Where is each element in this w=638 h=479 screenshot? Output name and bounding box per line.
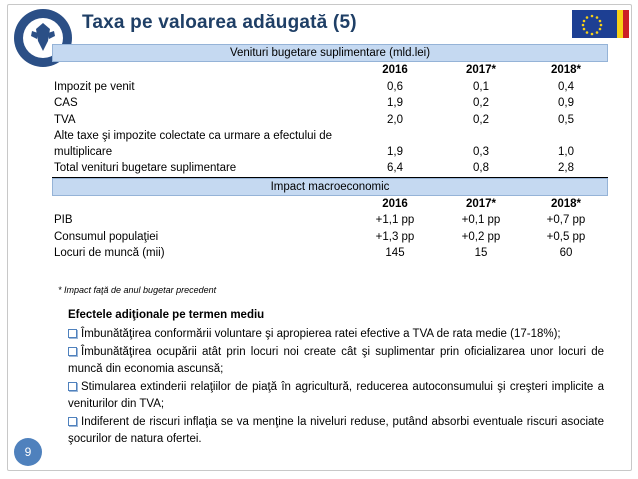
row-label: Alte taxe şi impozite colectate ca urmar… bbox=[54, 130, 333, 158]
table-row: Consumul populaţiei +1,3 pp +0,2 pp +0,5… bbox=[52, 229, 608, 246]
cell-value: 1,9 bbox=[387, 145, 403, 158]
cell-value: 0,2 bbox=[473, 97, 489, 109]
cell-value: 0,2 bbox=[473, 113, 489, 126]
list-item-text: Stimularea extinderii relaţiilor de piaţ… bbox=[68, 381, 604, 410]
table-row: Locuri de muncă (mii) 145 15 60 bbox=[52, 245, 608, 262]
cell-value: +1,1 pp bbox=[375, 214, 415, 226]
table-row: Alte taxe şi impozite colectate ca urmar… bbox=[52, 128, 608, 160]
effects-section: Efectele adiţionale pe termen mediu Îmbu… bbox=[68, 307, 604, 449]
column-header bbox=[52, 196, 352, 213]
column-header: 2018* bbox=[550, 197, 582, 210]
checkbox-bullet-icon bbox=[68, 328, 77, 338]
table-row: TVA 2,0 0,2 0,5 bbox=[52, 112, 608, 129]
slide-frame bbox=[7, 4, 632, 471]
column-header: 2018* bbox=[550, 64, 582, 76]
cell-value: 0,5 bbox=[558, 113, 574, 126]
cell-value: 15 bbox=[474, 247, 488, 259]
table-header-row: 2016 2017* 2018* bbox=[52, 196, 608, 213]
cell-value: +1,3 pp bbox=[375, 230, 415, 243]
column-header: 2016 bbox=[382, 64, 408, 76]
list-item-text: Îmbunătăţirea conformării voluntare şi a… bbox=[81, 328, 561, 340]
column-header: 2016 bbox=[382, 197, 408, 210]
cell-value: +0,7 pp bbox=[546, 214, 586, 226]
column-header: 2017* bbox=[465, 197, 497, 210]
cell-value: 145 bbox=[385, 247, 405, 259]
list-item: Indiferent de riscuri inflaţia se va men… bbox=[68, 414, 604, 448]
list-item: Îmbunătăţirea ocupării atât prin locuri … bbox=[68, 344, 604, 378]
data-table: Venituri bugetare suplimentare (mld.lei)… bbox=[52, 44, 608, 262]
checkbox-bullet-icon bbox=[68, 416, 77, 426]
cell-value: 0,1 bbox=[473, 80, 489, 93]
table-header-row: 2016 2017* 2018* bbox=[52, 62, 608, 79]
section2-title: Impact macroeconomic bbox=[52, 177, 608, 196]
list-item-text: Îmbunătăţirea ocupării atât prin locuri … bbox=[68, 346, 604, 375]
eu-romania-flags bbox=[572, 10, 629, 38]
cell-value: 1,9 bbox=[387, 97, 403, 109]
checkbox-bullet-icon bbox=[68, 381, 77, 391]
column-header: 2017* bbox=[465, 64, 497, 76]
effects-title: Efectele adiţionale pe termen mediu bbox=[68, 309, 265, 321]
footnote: * Impact faţă de anul bugetar precedent bbox=[58, 285, 217, 295]
column-header bbox=[52, 62, 352, 79]
cell-value: +0,1 pp bbox=[461, 214, 501, 226]
table-total-row: Total venituri bugetare suplimentare 6,4… bbox=[52, 160, 608, 178]
list-item: Îmbunătăţirea conformării voluntare şi a… bbox=[68, 326, 604, 343]
cell-value: 0,8 bbox=[438, 160, 524, 178]
page-number-badge: 9 bbox=[14, 438, 42, 466]
cell-value: 6,4 bbox=[352, 160, 438, 178]
cell-value: 60 bbox=[559, 247, 573, 259]
cell-value: 0,9 bbox=[558, 97, 574, 109]
row-label: Locuri de muncă (mii) bbox=[54, 247, 165, 259]
cell-value: 0,6 bbox=[387, 80, 403, 93]
list-item-text: Indiferent de riscuri inflaţia se va men… bbox=[68, 416, 604, 445]
list-item: Stimularea extinderii relaţiilor de piaţ… bbox=[68, 379, 604, 413]
revenue-table: 2016 2017* 2018* Impozit pe venit 0,6 0,… bbox=[52, 62, 608, 178]
table-row: Impozit pe venit 0,6 0,1 0,4 bbox=[52, 79, 608, 96]
cell-value: +0,2 pp bbox=[461, 230, 501, 243]
cell-value: 1,0 bbox=[558, 145, 574, 158]
row-label: Consumul populaţiei bbox=[54, 230, 159, 243]
checkbox-bullet-icon bbox=[68, 346, 77, 356]
cell-value: 0,3 bbox=[473, 145, 489, 158]
row-label: PIB bbox=[54, 214, 73, 226]
cell-value: 2,8 bbox=[524, 160, 608, 178]
table-row: CAS 1,9 0,2 0,9 bbox=[52, 95, 608, 112]
row-label: CAS bbox=[54, 97, 78, 109]
macro-impact-table: 2016 2017* 2018* PIB +1,1 pp +0,1 pp +0,… bbox=[52, 196, 608, 262]
row-label: TVA bbox=[54, 113, 76, 126]
section1-title: Venituri bugetare suplimentare (mld.lei) bbox=[52, 44, 608, 62]
table-row: PIB +1,1 pp +0,1 pp +0,7 pp bbox=[52, 212, 608, 229]
cell-value: 2,0 bbox=[387, 113, 403, 126]
row-label: Impozit pe venit bbox=[54, 80, 135, 93]
page-title: Taxa pe valoarea adăugată (5) bbox=[82, 12, 357, 33]
cell-value: +0,5 pp bbox=[546, 230, 586, 243]
row-label: Total venituri bugetare suplimentare bbox=[52, 160, 352, 178]
cell-value: 0,4 bbox=[558, 80, 574, 93]
